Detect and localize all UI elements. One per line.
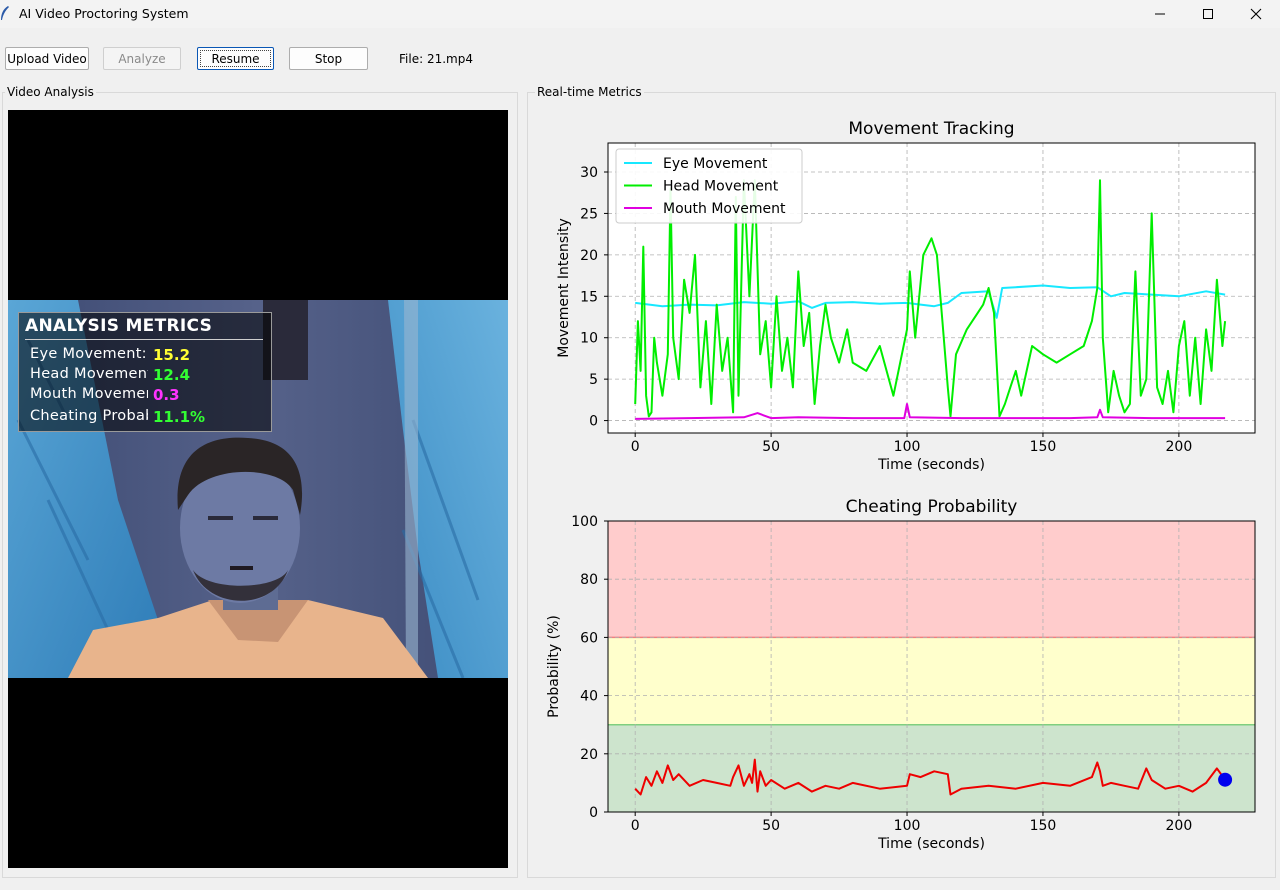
- movement-x-tick-label: 50: [762, 439, 780, 455]
- overlay-title: ANALYSIS METRICS: [25, 316, 213, 336]
- probability-x-tick-label: 200: [1166, 818, 1193, 834]
- cheating-probability-label: Cheating Probability:: [30, 408, 148, 424]
- minimize-icon: [1155, 13, 1165, 15]
- upload-video-button[interactable]: Upload Video: [5, 47, 89, 70]
- movement-y-tick-label: 30: [580, 165, 598, 181]
- eye-movement-label: Eye Movement:: [30, 346, 147, 362]
- overlay-divider: [25, 339, 263, 340]
- probability-chart: 0 50 100 150 200 0 20 40 60 80 100 Cheating Probabi…: [546, 497, 1256, 852]
- movement-x-tick-label: 200: [1166, 439, 1193, 455]
- probability-y-tick-label: 60: [580, 630, 598, 646]
- resume-button-label: Resume: [211, 51, 260, 66]
- close-button[interactable]: [1232, 0, 1280, 28]
- mouth-movement-label: Mouth Movement:: [30, 386, 148, 402]
- analyze-button[interactable]: Analyze: [103, 47, 181, 70]
- movement-x-tick-label: 0: [631, 439, 640, 455]
- resume-button[interactable]: Resume: [197, 47, 274, 70]
- movement-legend-box: [615, 148, 803, 224]
- movement-legend-label-2: Mouth Movement: [663, 201, 786, 217]
- probability-zone-1: [608, 637, 1255, 725]
- movement-axes-frame: [607, 142, 1256, 434]
- maximize-icon: [1203, 9, 1213, 19]
- window-title: AI Video Proctoring System: [19, 6, 189, 21]
- head-movement-value: 12.4: [153, 366, 191, 384]
- head-movement-label: Head Movement:: [30, 366, 148, 382]
- probability-current-point: [1218, 772, 1233, 787]
- probability-y-tick-label: 100: [571, 514, 598, 530]
- probability-y-axis-label: Probability (%): [546, 615, 562, 718]
- movement-chart-title: Movement Tracking: [848, 119, 1014, 139]
- focus-ring: [200, 50, 271, 67]
- movement-x-tick-label: 150: [1030, 439, 1057, 455]
- movement-series-line-0: [635, 284, 1226, 319]
- movement-y-tick-label: 0: [589, 414, 598, 430]
- movement-legend-label-1: Head Movement: [663, 179, 779, 195]
- mouth-movement-value: 0.3: [153, 386, 180, 404]
- movement-x-tick-label: 100: [894, 439, 921, 455]
- video-analysis-frame: [2, 92, 518, 878]
- analysis-metrics-overlay: ANALYSIS METRICS Eye Movement: 15.2 Head…: [18, 312, 272, 432]
- overlay-row-mouth: Mouth Movement: 0.3: [30, 386, 270, 406]
- stop-button[interactable]: Stop: [289, 47, 368, 70]
- feather-icon: [1, 6, 9, 20]
- movement-y-tick-label: 15: [580, 289, 598, 305]
- maximize-button[interactable]: [1184, 0, 1232, 28]
- minimize-button[interactable]: [1136, 0, 1184, 28]
- movement-y-axis-label: Movement Intensity: [556, 218, 572, 358]
- probability-y-tick-label: 20: [580, 747, 598, 763]
- movement-legend-label-0: Eye Movement: [663, 156, 768, 172]
- movement-y-tick-label: 25: [580, 206, 598, 222]
- eye-movement-value: 15.2: [153, 346, 191, 364]
- movement-series-line-2: [635, 403, 1226, 420]
- movement-legend: Eye Movement Head Movement Mouth Movement: [615, 148, 803, 224]
- probability-zone-0: [608, 724, 1255, 812]
- file-name-label: File: 21.mp4: [399, 52, 473, 66]
- probability-axes-frame: [607, 520, 1256, 813]
- movement-y-tick-label: 5: [589, 372, 598, 388]
- probability-y-tick-label: 40: [580, 689, 598, 705]
- probability-chart-title: Cheating Probability: [846, 497, 1018, 517]
- overlay-row-eye: Eye Movement: 15.2: [30, 346, 270, 366]
- close-icon: [1250, 8, 1262, 20]
- movement-y-tick-label: 10: [580, 331, 598, 347]
- probability-x-tick-label: 100: [894, 818, 921, 834]
- probability-x-tick-label: 150: [1030, 818, 1057, 834]
- movement-y-tick-label: 20: [580, 248, 598, 264]
- video-analysis-title: Video Analysis: [5, 85, 96, 99]
- realtime-metrics-frame: [527, 92, 1276, 878]
- movement-x-axis-label: Time (seconds): [877, 457, 985, 473]
- probability-x-tick-label: 50: [762, 818, 780, 834]
- overlay-row-head: Head Movement: 12.4: [30, 366, 270, 386]
- video-frame: ANALYSIS METRICS Eye Movement: 15.2 Head…: [8, 300, 508, 678]
- probability-series-line-0: [634, 758, 1226, 796]
- movement-chart: 0 50 100 150 200 0 5 10 15 20 25 30 Movement Trackin…: [556, 119, 1256, 473]
- movement-series-line-1: [634, 179, 1227, 418]
- realtime-metrics-title: Real-time Metrics: [535, 85, 644, 99]
- video-display: ANALYSIS METRICS Eye Movement: 15.2 Head…: [8, 110, 508, 868]
- probability-x-axis-label: Time (seconds): [877, 836, 985, 852]
- title-bar: AI Video Proctoring System: [0, 0, 1280, 28]
- probability-x-tick-label: 0: [631, 818, 640, 834]
- overlay-row-cheating: Cheating Probability: 11.1%: [30, 408, 270, 428]
- probability-y-tick-label: 80: [580, 572, 598, 588]
- cheating-probability-value: 11.1%: [153, 408, 206, 426]
- probability-y-tick-label: 0: [589, 805, 598, 821]
